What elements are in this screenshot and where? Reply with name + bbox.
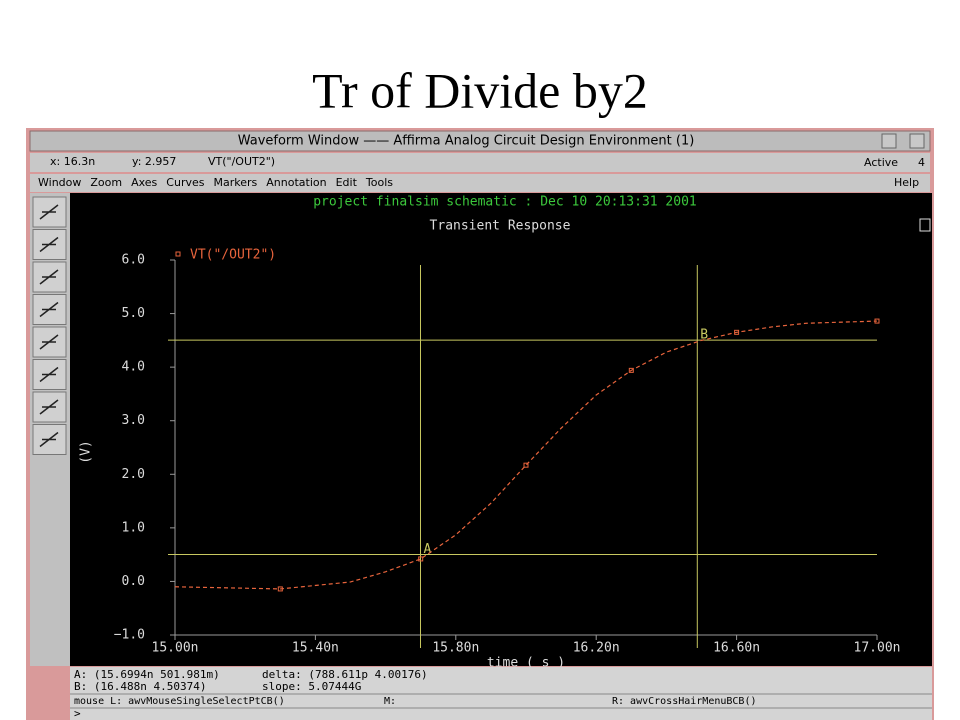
series-point bbox=[277, 586, 283, 592]
menu: Window Zoom Axes Curves Markers Annotation Edi… bbox=[38, 176, 393, 189]
menu-item[interactable]: Markers bbox=[213, 176, 257, 189]
marker-label: A bbox=[423, 542, 431, 557]
legend-swatch bbox=[175, 251, 181, 257]
x-tick-label: 15.00n bbox=[152, 641, 199, 656]
series-point bbox=[523, 462, 529, 468]
mouse-left: mouse L: awvMouseSingleSelectPtCB() bbox=[74, 696, 285, 707]
menu-item[interactable]: Axes bbox=[131, 176, 157, 189]
marker-label: B bbox=[700, 328, 708, 343]
tool-icon bbox=[39, 366, 59, 383]
y-axis-label: (V) bbox=[79, 440, 94, 463]
y-tick-label: 2.0 bbox=[122, 467, 145, 482]
info-b: B: (16.488n 4.50374) bbox=[74, 680, 206, 693]
x-tick-label: 17.00n bbox=[854, 641, 901, 656]
series-point bbox=[734, 329, 740, 335]
y-tick-label: −1.0 bbox=[114, 628, 145, 643]
slide-title: Tr of Divide by2 bbox=[312, 62, 648, 118]
chart-header: project finalsim schematic : Dec 10 20:1… bbox=[313, 195, 697, 210]
y-tick-label: 1.0 bbox=[122, 520, 145, 535]
status-x: x: 16.3n bbox=[50, 155, 95, 168]
x-tick-label: 15.40n bbox=[292, 641, 339, 656]
x-tick-label: 16.60n bbox=[713, 641, 760, 656]
maximize-button[interactable] bbox=[909, 133, 925, 149]
menu-item[interactable]: Window bbox=[38, 176, 81, 189]
mouse-middle: M: bbox=[384, 696, 396, 707]
menu-item[interactable]: Edit bbox=[336, 176, 358, 189]
menu-item[interactable]: Curves bbox=[166, 176, 204, 189]
menu-item[interactable]: Annotation bbox=[266, 176, 326, 189]
tool-buttons bbox=[32, 196, 67, 455]
x-tick-label: 16.20n bbox=[573, 641, 620, 656]
y-tick-label: 4.0 bbox=[122, 360, 145, 375]
y-tick-label: 5.0 bbox=[122, 306, 145, 321]
status-bar bbox=[30, 153, 930, 172]
menu-item[interactable]: Tools bbox=[365, 176, 393, 189]
minimize-button[interactable] bbox=[881, 133, 897, 149]
tool-icon bbox=[39, 236, 59, 253]
tool-icon bbox=[39, 431, 59, 448]
series-point bbox=[628, 367, 634, 373]
tool-icon bbox=[39, 204, 59, 220]
status-trace: VT("/OUT2") bbox=[208, 155, 275, 168]
plot-corner-icon[interactable] bbox=[919, 218, 931, 232]
series-line bbox=[174, 320, 878, 590]
prompt[interactable]: > bbox=[74, 707, 81, 720]
info-slope: slope: 5.07444G bbox=[262, 680, 361, 693]
mouse-right: R: awvCrossHairMenuBCB() bbox=[612, 696, 757, 707]
y-tick-label: 6.0 bbox=[122, 253, 145, 268]
info-a: A: (15.6994n 501.981m) bbox=[74, 668, 220, 681]
status-count: 4 bbox=[918, 156, 925, 169]
y-tick-label: 3.0 bbox=[122, 413, 145, 428]
title-bar[interactable] bbox=[29, 130, 931, 152]
series-point bbox=[418, 556, 424, 562]
menu-help[interactable]: Help bbox=[894, 176, 919, 189]
status-y: y: 2.957 bbox=[132, 155, 176, 168]
info-delta: delta: (788.611p 4.00176) bbox=[262, 668, 428, 681]
tool-icon bbox=[39, 399, 59, 415]
y-tick-label: 0.0 bbox=[122, 574, 145, 589]
menu-item[interactable]: Zoom bbox=[90, 176, 122, 189]
status-mode: Active bbox=[864, 156, 898, 169]
menu-bar bbox=[30, 174, 930, 192]
series-point bbox=[874, 318, 880, 324]
tool-icon bbox=[39, 301, 59, 318]
x-tick-label: 15.80n bbox=[432, 641, 479, 656]
window-title: Waveform Window —— Affirma Analog Circui… bbox=[238, 134, 695, 149]
chart-title: Transient Response bbox=[430, 219, 571, 234]
tool-button[interactable] bbox=[32, 229, 67, 260]
tool-icon bbox=[39, 269, 59, 285]
x-axis-label: time ( s ) bbox=[487, 656, 565, 671]
plot-area bbox=[70, 193, 932, 666]
legend-label: VT("/OUT2") bbox=[190, 248, 276, 263]
tool-icon bbox=[39, 334, 59, 350]
